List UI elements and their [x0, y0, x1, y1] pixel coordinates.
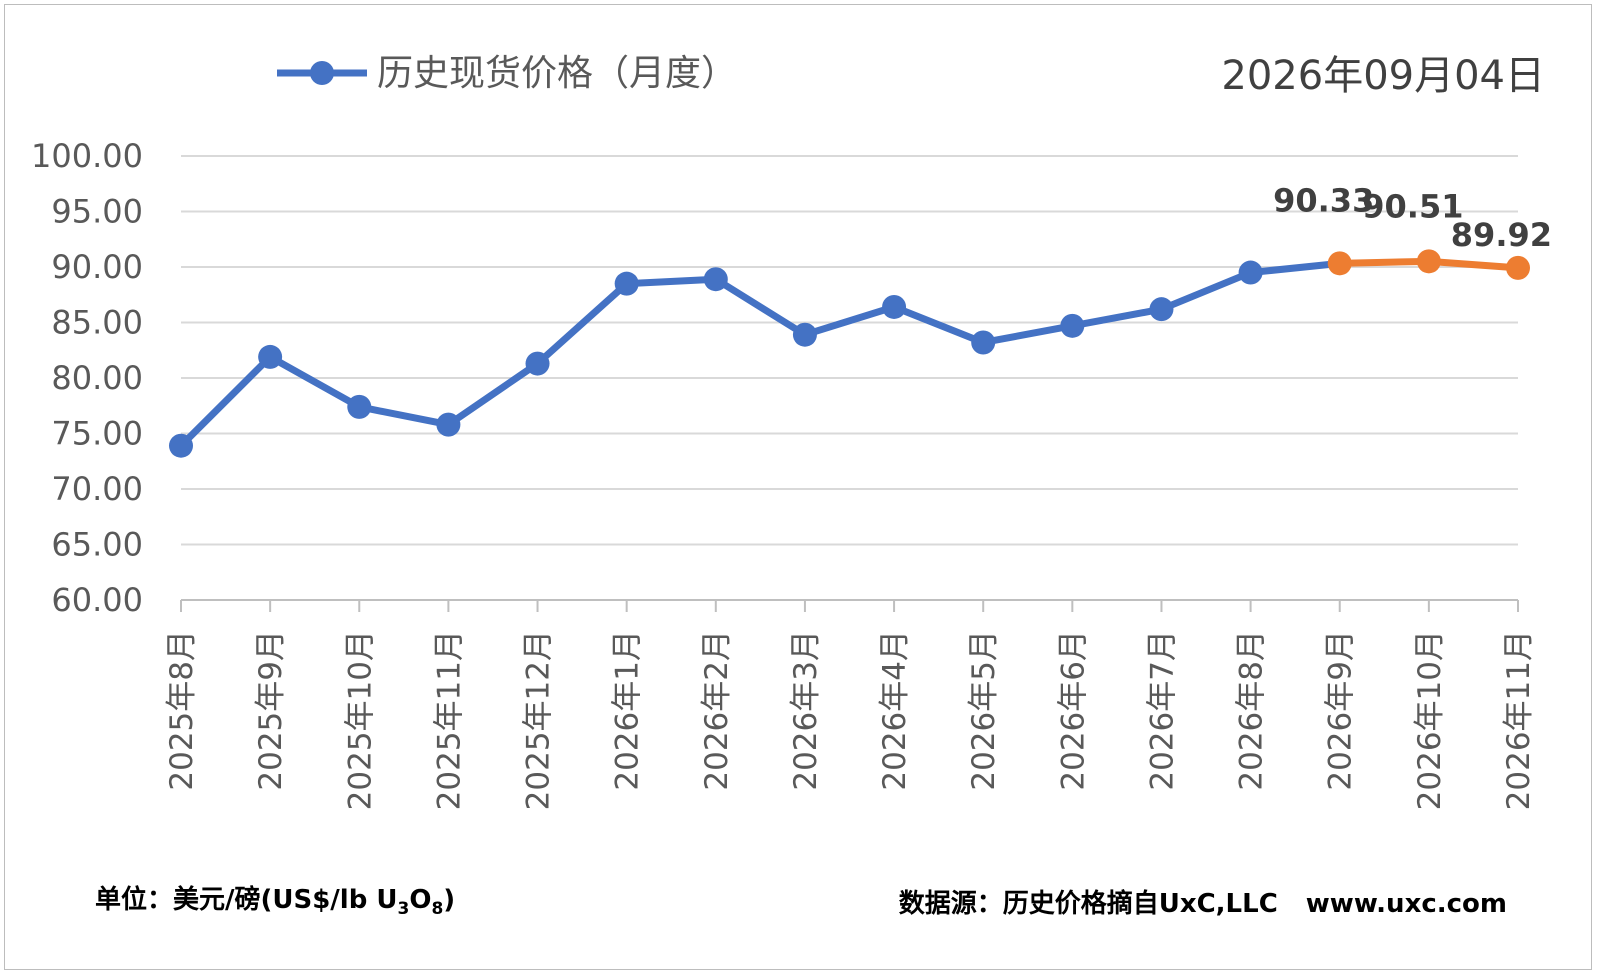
data-point — [436, 412, 461, 437]
data-point — [525, 351, 550, 376]
data-point — [1327, 251, 1352, 276]
x-tick-label: 2026年10月 — [1412, 630, 1448, 810]
data-point — [347, 394, 372, 419]
series-segment — [1336, 257, 1433, 267]
series-segment — [623, 275, 720, 288]
data-label: 90.33 — [1273, 181, 1374, 219]
date-stamp: 2026年09月04日 — [1221, 53, 1545, 99]
x-tick-label: 2026年5月 — [966, 630, 1002, 791]
series-segment — [355, 403, 452, 429]
series-segment — [712, 275, 809, 339]
series-segment — [890, 303, 987, 346]
x-tick-label: 2026年4月 — [877, 630, 913, 791]
series-segment — [979, 322, 1076, 346]
series-segment — [1425, 257, 1522, 272]
series-lines — [177, 257, 1522, 450]
x-tick-label: 2025年12月 — [521, 630, 557, 810]
series-segment — [534, 280, 631, 368]
data-point — [792, 322, 817, 347]
x-tick-label: 2026年8月 — [1234, 630, 1270, 791]
unit-sub-8: 8 — [431, 899, 444, 920]
y-tick-label: 60.00 — [51, 581, 143, 619]
source-url: www.uxc.com — [1305, 889, 1507, 919]
legend-marker-swatch — [310, 61, 334, 85]
chart-frame: 60.00 65.00 70.00 75.00 80.00 85.00 90.00 95.00… — [4, 4, 1592, 970]
y-tick-label: 75.00 — [51, 415, 143, 453]
x-tick-label: 2025年9月 — [253, 630, 289, 791]
x-tick-label: 2025年10月 — [342, 630, 378, 810]
data-point — [1416, 249, 1441, 274]
series-segment — [801, 303, 898, 339]
y-tick-label: 100.00 — [31, 137, 143, 175]
unit-mid: O — [409, 885, 432, 915]
data-point — [1060, 313, 1085, 338]
data-label: 90.51 — [1362, 187, 1463, 225]
series-segment — [1247, 259, 1344, 277]
y-tick-label: 65.00 — [51, 526, 143, 564]
x-tick-label: 2026年7月 — [1144, 630, 1180, 791]
legend: 历史现货价格（月度） — [277, 53, 737, 94]
price-chart: 60.00 65.00 70.00 75.00 80.00 85.00 90.00 95.00… — [31, 53, 1552, 810]
y-tick-label: 70.00 — [51, 470, 143, 508]
unit-sub-3: 3 — [397, 899, 410, 920]
x-tick-label: 2026年11月 — [1501, 630, 1537, 810]
series-segment — [177, 353, 274, 450]
data-point — [258, 344, 283, 369]
unit-note: 单位：美元/磅(US$/lb U3O8) — [95, 879, 455, 919]
data-point — [971, 330, 996, 355]
series-segment — [1157, 269, 1255, 313]
data-point — [1149, 297, 1174, 322]
data-point — [882, 294, 907, 319]
x-tick-label: 2026年3月 — [788, 630, 824, 791]
data-point — [1238, 260, 1263, 285]
x-tick-label: 2025年8月 — [164, 630, 200, 791]
x-tick-label: 2026年2月 — [699, 630, 735, 791]
y-tick-label: 80.00 — [51, 359, 143, 397]
data-point — [614, 271, 639, 296]
unit-suffix: ) — [443, 885, 456, 915]
y-tick-label: 90.00 — [51, 248, 143, 286]
data-point — [703, 267, 728, 292]
y-tick-label: 95.00 — [51, 193, 143, 231]
series-points — [169, 249, 1530, 458]
y-axis-ticks: 60.00 65.00 70.00 75.00 80.00 85.00 90.00 95.00… — [31, 137, 143, 619]
unit-prefix: 单位：美元/磅(US$/lb U — [95, 885, 398, 915]
x-tick-label: 2026年9月 — [1323, 630, 1359, 791]
data-label: 89.92 — [1451, 216, 1552, 254]
source-label: 数据源：历史价格摘自UxC,LLC — [898, 889, 1278, 919]
series-segment — [1068, 305, 1165, 330]
x-tick-label: 2025年11月 — [431, 630, 467, 810]
data-point — [169, 433, 193, 458]
y-tick-label: 85.00 — [51, 304, 143, 342]
x-axis: 2025年8月 2025年9月 2025年10月 2025年11月 2025年12月 20… — [164, 599, 1537, 810]
legend-label: 历史现货价格（月度） — [377, 53, 737, 94]
series-segment — [266, 353, 363, 411]
series-segment — [444, 360, 542, 429]
data-point — [1506, 255, 1530, 280]
x-tick-label: 2026年1月 — [610, 630, 646, 791]
source-note: 数据源：历史价格摘自UxC,LLC www.uxc.com — [899, 883, 1507, 920]
x-tick-label: 2026年6月 — [1055, 630, 1091, 791]
